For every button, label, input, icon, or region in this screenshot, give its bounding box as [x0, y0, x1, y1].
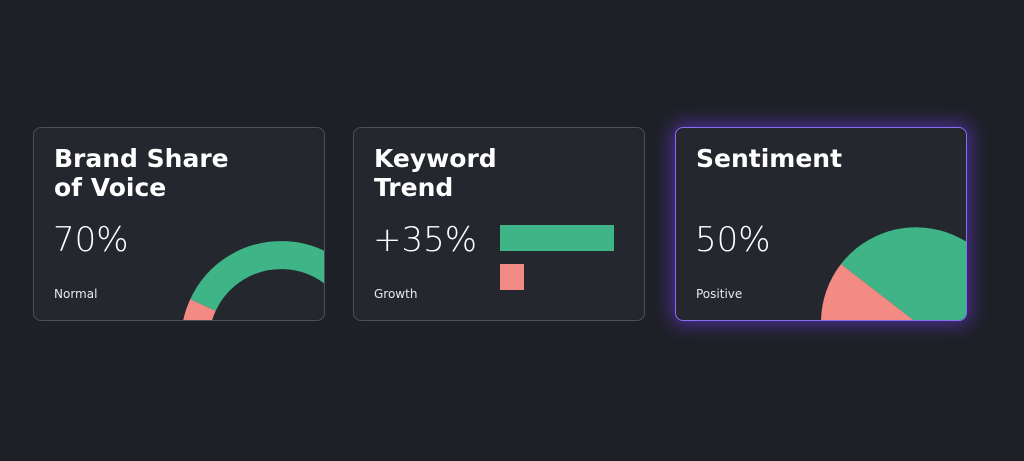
donut-red	[183, 299, 216, 320]
card-label: Growth	[374, 287, 418, 301]
card-title: Sentiment	[696, 144, 843, 173]
card-value: 70%	[53, 220, 129, 260]
card-title: Brand Share of Voice	[54, 144, 229, 202]
brand-card: Brand Share of Voice 70% Normal	[33, 127, 325, 321]
sentiment-card: Sentiment 50% Positive	[675, 127, 967, 321]
card-label: Positive	[696, 287, 743, 301]
card-label: Normal	[54, 287, 98, 301]
pie-green	[841, 227, 966, 320]
bar-red	[500, 264, 524, 290]
pie-graphic	[821, 227, 966, 320]
card-value: +35%	[373, 220, 478, 260]
keyword-card: Keyword Trend +35% Growth	[353, 127, 645, 321]
bar-graphic	[500, 225, 614, 290]
card-value: 50%	[695, 220, 771, 260]
pie-red	[821, 264, 914, 320]
donut-green	[190, 241, 324, 312]
bar-green	[500, 225, 614, 251]
donut-graphic	[183, 241, 324, 320]
card-title: Keyword Trend	[374, 144, 497, 202]
